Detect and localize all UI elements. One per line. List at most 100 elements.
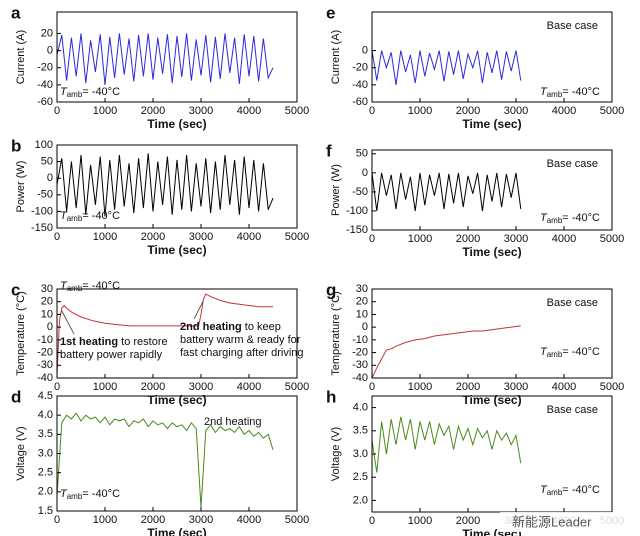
y-tick-label: 2.0 — [38, 486, 53, 498]
tamb-annotation: Tamb= -40°C — [60, 210, 120, 223]
y-tick-label: 50 — [356, 148, 368, 160]
tamb-annotation: Tamb= -40°C — [540, 212, 600, 225]
x-tick-label: 3000 — [504, 233, 528, 245]
x-tick-label: 3000 — [189, 514, 213, 526]
tamb-subscript: amb — [67, 492, 83, 501]
x-tick-label: 4000 — [552, 233, 576, 245]
x-tick-label: 5000 — [600, 381, 624, 393]
y-tick-label: -40 — [37, 372, 53, 384]
tamb-text: = -40°C — [562, 86, 600, 98]
x-tick-label: 5000 — [285, 105, 309, 117]
y-axis-title: Voltage (V) — [15, 426, 27, 480]
x-axis-title: Time (sec) — [462, 117, 521, 131]
plot-frame — [371, 11, 613, 103]
y-tick-label: 1.5 — [38, 505, 53, 517]
note-bold: 2nd heating — [180, 321, 242, 333]
y-tick-label: 50 — [41, 156, 53, 168]
x-tick-label: 3000 — [189, 381, 213, 393]
x-tick-label: 0 — [54, 105, 60, 117]
y-tick-label: -10 — [37, 334, 53, 346]
note-line: 1st heating to restore — [60, 336, 168, 348]
x-tick-label: 4000 — [552, 381, 576, 393]
tamb-annotation: Tamb= -40°C — [60, 280, 120, 293]
tamb-symbol: T — [60, 210, 68, 222]
x-tick-label: 2000 — [141, 381, 165, 393]
tamb-symbol: T — [60, 86, 68, 98]
y-tick-label: -100 — [346, 205, 368, 217]
tamb-subscript: amb — [547, 216, 563, 225]
y-axis-title: Power (W) — [330, 164, 342, 216]
x-tick-label: 4000 — [237, 514, 261, 526]
case-label: Base case — [547, 20, 598, 32]
y-tick-label: -50 — [37, 189, 53, 201]
x-axis-title: Time (sec) — [147, 526, 206, 536]
tamb-subscript: amb — [67, 284, 83, 293]
case-label: Base case — [547, 297, 598, 309]
x-tick-label: 2000 — [141, 231, 165, 243]
panel-label: a — [11, 3, 21, 22]
x-tick-label: 2000 — [141, 105, 165, 117]
x-tick-label: 2000 — [456, 515, 480, 527]
y-tick-label: -50 — [352, 186, 368, 198]
tamb-annotation: Tamb= -40°C — [60, 488, 120, 501]
tamb-text: = -40°C — [82, 280, 120, 292]
x-tick-label: 0 — [54, 381, 60, 393]
y-tick-label: 0 — [47, 172, 53, 184]
tamb-symbol: T — [540, 86, 548, 98]
y-tick-label: -100 — [31, 205, 53, 217]
note-text: to restore — [118, 336, 168, 348]
x-tick-label: 1000 — [408, 381, 432, 393]
tamb-annotation: Tamb= -40°C — [540, 346, 600, 359]
tamb-symbol: T — [540, 484, 548, 496]
note-arrow — [193, 300, 204, 320]
note: 2nd heating — [204, 416, 262, 428]
x-tick-label: 5000 — [285, 514, 309, 526]
panel-label: d — [11, 387, 21, 406]
y-tick-label: 2.5 — [38, 467, 53, 479]
watermark-bg — [500, 512, 630, 532]
x-tick-label: 5000 — [600, 105, 624, 117]
data-line — [56, 153, 274, 217]
tamb-subscript: amb — [547, 488, 563, 497]
y-tick-label: 2.0 — [353, 494, 368, 506]
plot-frame — [56, 144, 298, 229]
x-tick-label: 4000 — [237, 105, 261, 117]
y-tick-label: -20 — [37, 62, 53, 74]
x-tick-label: 2000 — [141, 514, 165, 526]
x-tick-label: 2000 — [456, 105, 480, 117]
tamb-text: = -40°C — [562, 346, 600, 358]
tamb-subscript: amb — [67, 214, 83, 223]
y-tick-label: 4.0 — [353, 402, 368, 414]
x-tick-label: 5000 — [285, 381, 309, 393]
note-text: battery warm & ready for — [180, 334, 301, 346]
y-tick-label: -20 — [37, 346, 53, 358]
data-line — [56, 412, 274, 508]
y-tick-label: 20 — [41, 296, 53, 308]
y-tick-label: 0 — [362, 44, 368, 56]
tamb-text: = -40°C — [82, 210, 120, 222]
panel-label: f — [326, 141, 332, 160]
data-line — [371, 50, 522, 85]
x-tick-label: 1000 — [408, 515, 432, 527]
y-tick-label: 10 — [356, 308, 368, 320]
x-tick-label: 5000 — [600, 233, 624, 245]
tamb-symbol: T — [540, 346, 548, 358]
y-axis-title: Current (A) — [15, 30, 27, 84]
y-tick-label: 3.5 — [38, 428, 53, 440]
note-line: battery warm & ready for — [180, 334, 301, 346]
y-axis-title: Current (A) — [330, 30, 342, 84]
plot-frame — [56, 288, 298, 379]
data-line — [371, 325, 521, 379]
x-axis-title: Time (sec) — [462, 527, 521, 536]
x-tick-label: 2000 — [456, 381, 480, 393]
y-tick-label: 3.0 — [353, 448, 368, 460]
panel-label: h — [326, 387, 336, 406]
x-tick-label: 0 — [369, 381, 375, 393]
case-label: Base case — [547, 158, 598, 170]
y-tick-label: -40 — [37, 79, 53, 91]
y-tick-label: 10 — [41, 308, 53, 320]
y-tick-label: 3.5 — [353, 425, 368, 437]
note-arrow — [61, 310, 75, 335]
y-tick-label: -30 — [37, 359, 53, 371]
